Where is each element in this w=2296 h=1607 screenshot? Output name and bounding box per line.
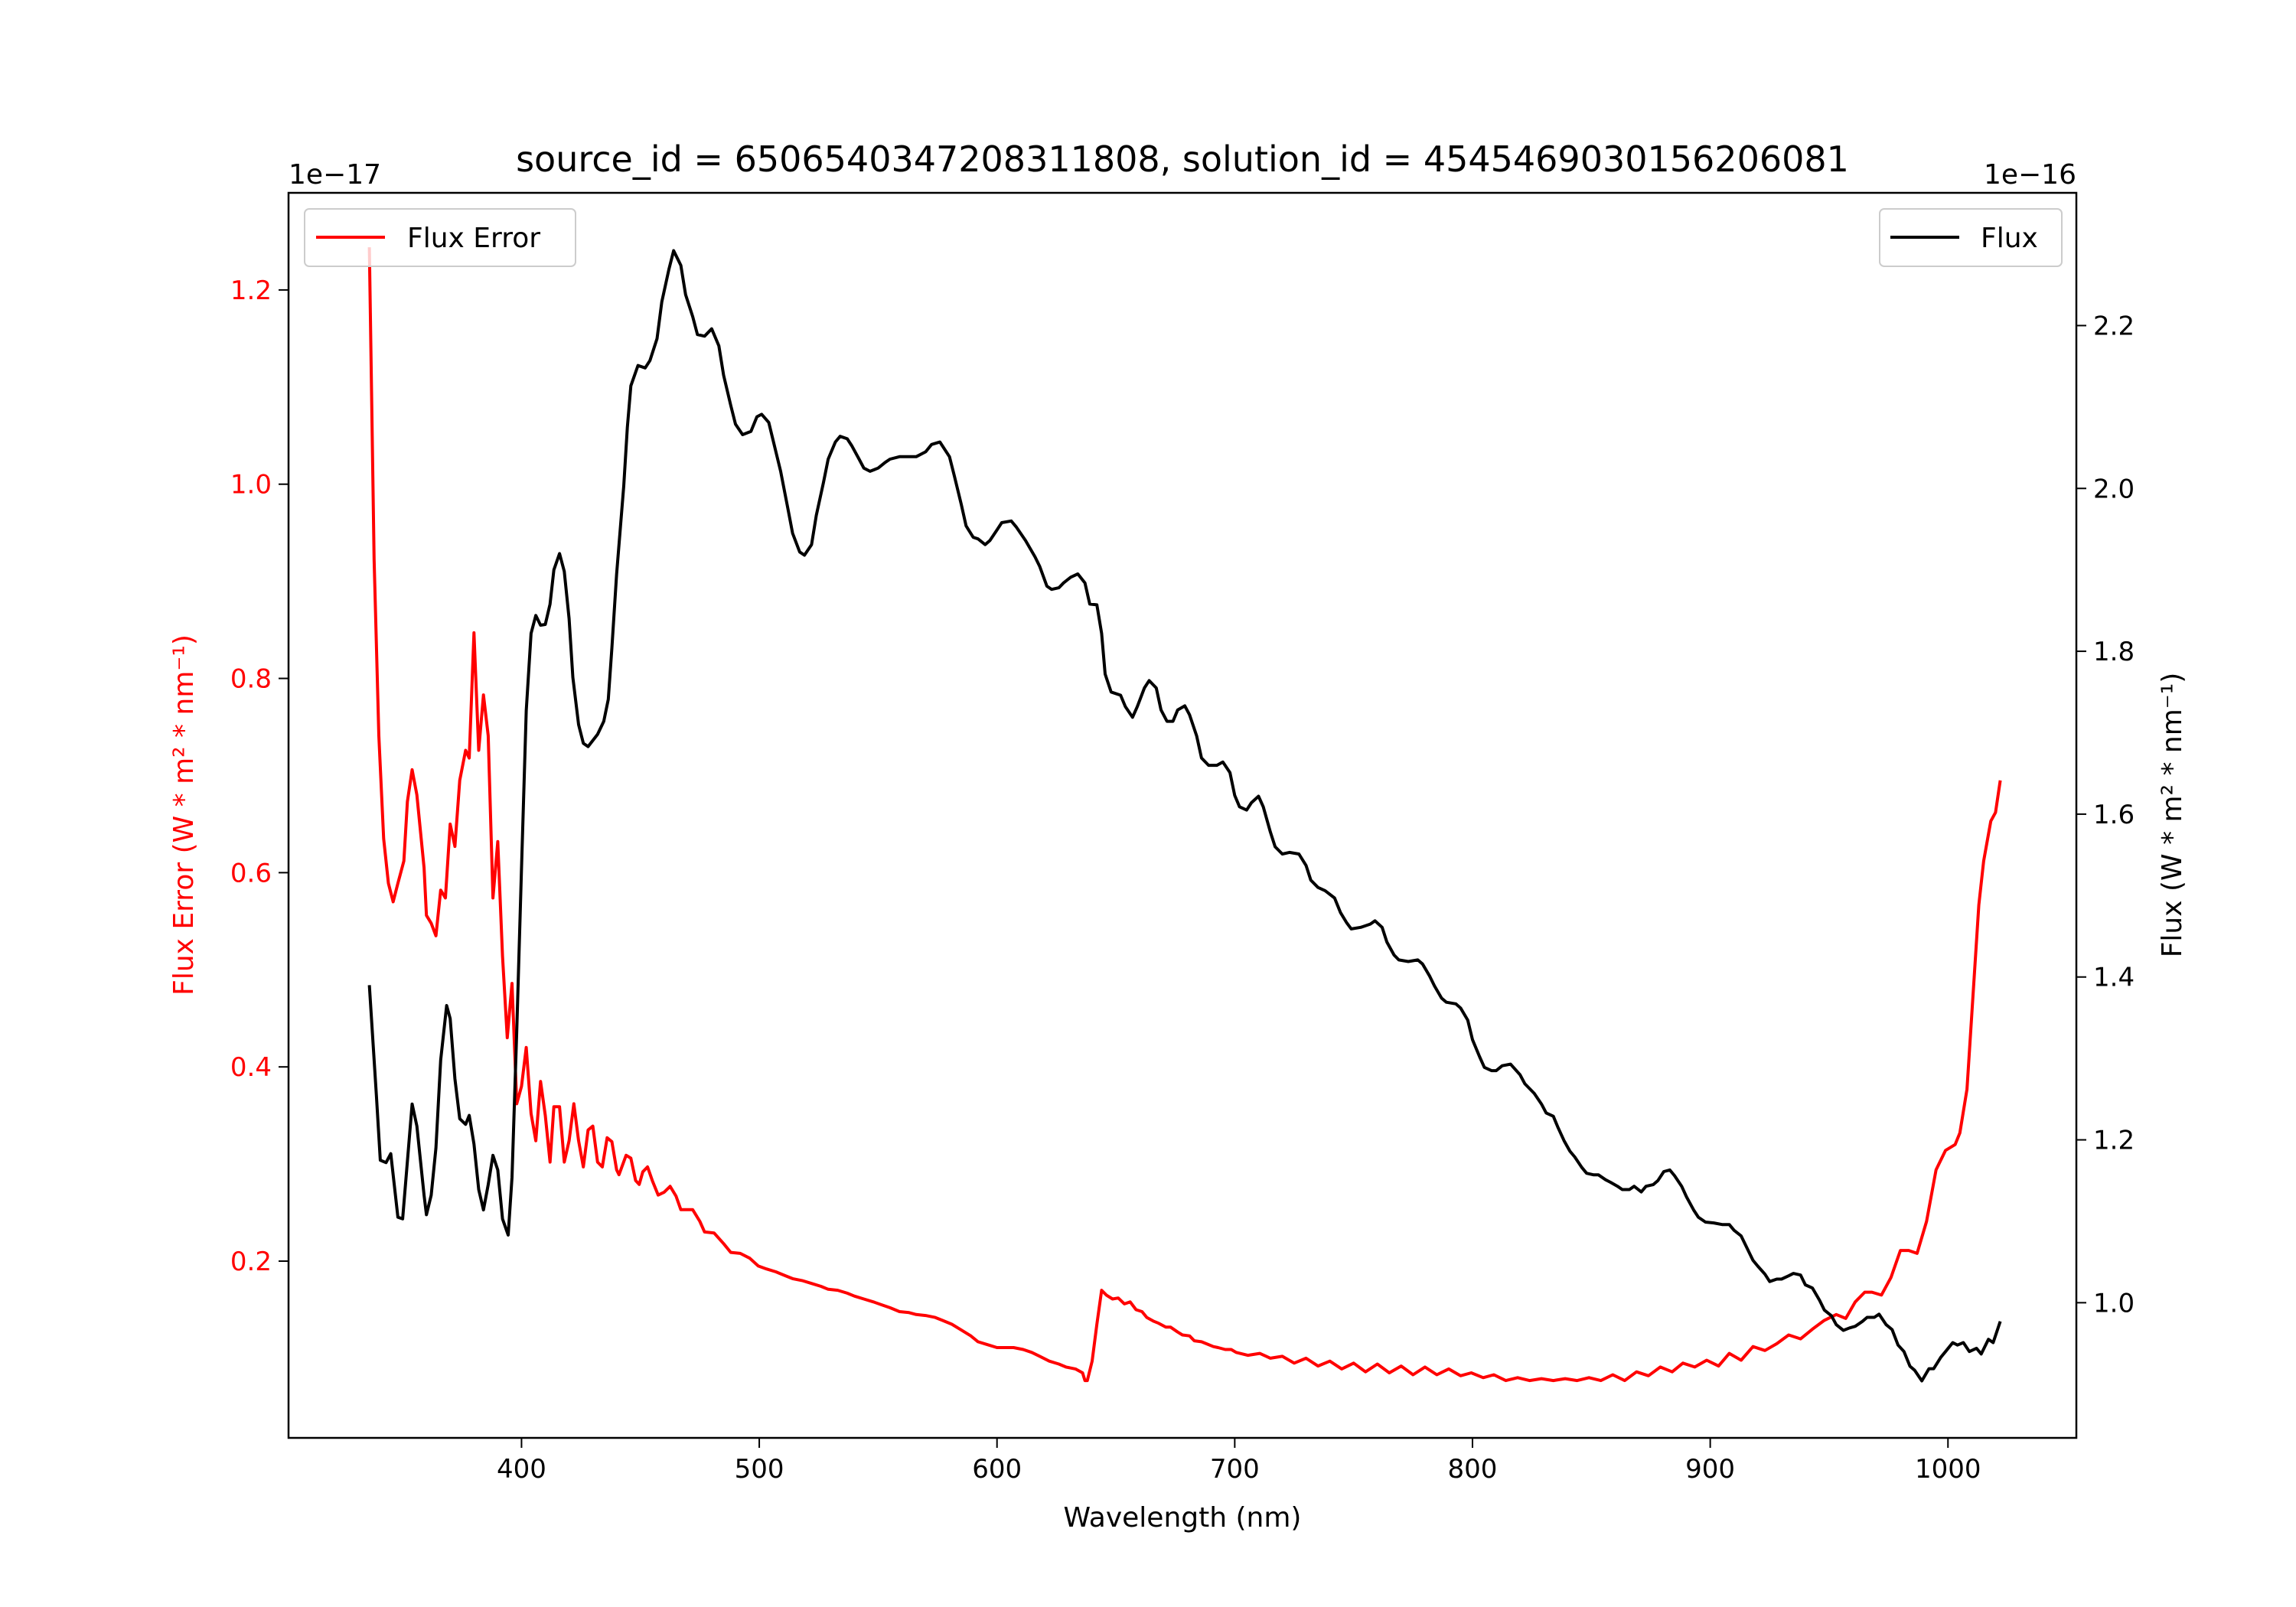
- right-axis-offset-text: 1e−16: [1984, 159, 2076, 191]
- x-tick-label: 800: [1448, 1454, 1498, 1485]
- left-y-tick-label: 0.6: [230, 858, 272, 888]
- right-y-tick-label: 1.6: [2093, 800, 2135, 830]
- series-line-flux-error: [367, 247, 2002, 1383]
- right-y-tick-label: 2.2: [2093, 311, 2135, 341]
- left-y-tick-label: 0.4: [230, 1052, 272, 1083]
- x-tick-label: 1000: [1915, 1454, 1981, 1485]
- legend-frame: [304, 208, 576, 267]
- plot-area: 400 500 600 700 800 900 1000 0.2 0.4 0.6 0.8 1.0 1.2…: [230, 191, 2135, 1485]
- x-tick-label: 900: [1685, 1454, 1735, 1485]
- legend-label-flux-error: Flux Error: [407, 223, 540, 254]
- x-tick-label: 700: [1210, 1454, 1260, 1485]
- x-axis-label: Wavelength (nm): [1064, 1502, 1302, 1534]
- legend-frame: [1879, 208, 2063, 267]
- legend-flux-error: Flux Error: [304, 208, 576, 267]
- x-tick-label: 400: [497, 1454, 546, 1485]
- left-y-tick-label: 1.0: [230, 470, 272, 500]
- series-line-flux: [367, 249, 2002, 1383]
- chart-title: source_id = 6506540347208311808, solutio…: [516, 139, 1849, 180]
- right-y-tick-label: 1.2: [2093, 1126, 2135, 1156]
- axes-frame: [287, 191, 2078, 1439]
- right-y-axis-label: Flux (W * m² * nm⁻¹): [2157, 673, 2188, 958]
- right-y-tick-label: 1.4: [2093, 963, 2135, 993]
- legend-label-flux: Flux: [1981, 223, 2038, 254]
- left-y-tick-label: 0.2: [230, 1247, 272, 1277]
- legend-flux: Flux: [1879, 208, 2063, 267]
- left-axis-offset-text: 1e−17: [289, 159, 381, 191]
- x-tick-label: 600: [972, 1454, 1022, 1485]
- right-y-tick-label: 1.8: [2093, 637, 2135, 667]
- left-y-tick-label: 0.8: [230, 664, 272, 695]
- x-tick-label: 500: [735, 1454, 784, 1485]
- left-y-axis-label: Flux Error (W * m² * nm⁻¹): [168, 634, 200, 996]
- left-y-tick-label: 1.2: [230, 275, 272, 306]
- right-y-tick-label: 2.0: [2093, 474, 2135, 504]
- right-y-tick-label: 1.0: [2093, 1288, 2135, 1319]
